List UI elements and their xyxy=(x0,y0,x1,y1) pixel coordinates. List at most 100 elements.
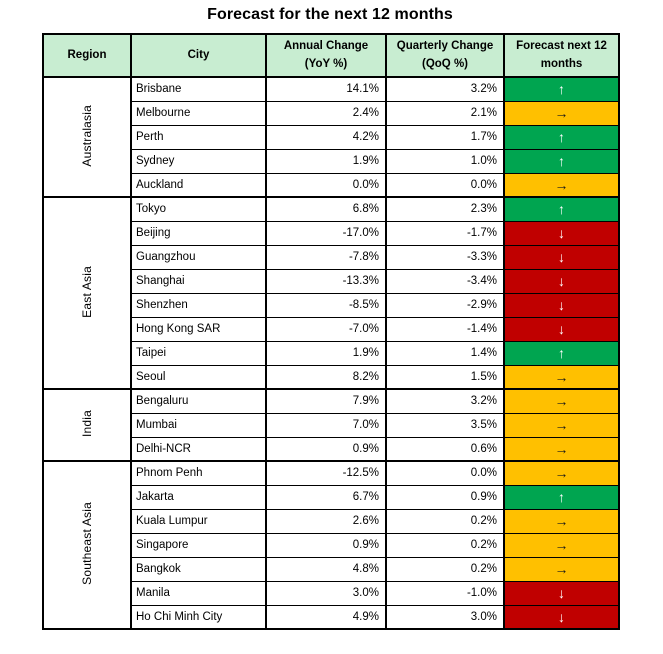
qoq-value-cell: 0.2% xyxy=(385,508,505,534)
qoq-value-cell: 0.2% xyxy=(385,532,505,558)
yoy-value-cell: 3.0% xyxy=(265,580,387,606)
city-cell: Ho Chi Minh City xyxy=(130,604,267,630)
annual-change-line2: (YoY %) xyxy=(304,57,348,70)
yoy-value-cell: 2.6% xyxy=(265,508,387,534)
table-row: Australasia Brisbane 14.1% 3.2% ↑ xyxy=(42,76,620,198)
steady-arrow-icon: → xyxy=(554,513,569,529)
qoq-value-cell: -2.9% xyxy=(385,292,505,318)
up-arrow-icon: ↑ xyxy=(558,201,565,218)
city-cell: Tokyo xyxy=(130,196,267,222)
col-header-city: City xyxy=(130,33,267,78)
table-row: Auckland 0.0% 0.0% → xyxy=(43,172,620,198)
forecast-cell: → xyxy=(503,412,620,438)
qoq-value-cell: -1.7% xyxy=(385,220,505,246)
forecast-cell: ↓ xyxy=(503,316,620,342)
region-cell: East Asia xyxy=(42,196,132,390)
forecast-cell: ↓ xyxy=(503,580,620,606)
table-row: Melbourne 2.4% 2.1% → xyxy=(43,100,620,126)
forecast-cell: ↓ xyxy=(503,292,620,318)
down-arrow-icon: ↓ xyxy=(558,297,565,313)
yoy-value-cell: -12.5% xyxy=(265,460,387,486)
steady-arrow-icon: → xyxy=(554,105,569,121)
down-arrow-icon: ↓ xyxy=(558,321,565,337)
yoy-value-cell: 7.0% xyxy=(265,412,387,438)
forecast-header-line2: months xyxy=(540,57,583,70)
region-cell: India xyxy=(42,388,132,462)
city-cell: Bangkok xyxy=(130,556,267,582)
yoy-value-cell: 0.9% xyxy=(265,436,387,462)
qoq-value-cell: 3.2% xyxy=(385,76,505,102)
col-header-region-label: Region xyxy=(67,48,107,61)
city-cell: Kuala Lumpur xyxy=(130,508,267,534)
col-header-forecast: Forecast next 12 months xyxy=(503,33,620,78)
city-cell: Manila xyxy=(130,580,267,606)
city-cell: Taipei xyxy=(130,340,267,366)
city-cell: Melbourne xyxy=(130,100,267,126)
col-header-quarterly-change: Quarterly Change (QoQ %) xyxy=(385,33,505,78)
yoy-value-cell: 0.0% xyxy=(265,172,387,198)
forecast-cell: → xyxy=(503,532,620,558)
table-row: Mumbai 7.0% 3.5% → xyxy=(43,412,620,438)
yoy-value-cell: 7.9% xyxy=(265,388,387,414)
table-row: Manila 3.0% -1.0% ↓ xyxy=(43,580,620,606)
steady-arrow-icon: → xyxy=(554,440,569,457)
table-row: Delhi-NCR 0.9% 0.6% → xyxy=(43,436,620,462)
forecast-cell: ↑ xyxy=(503,196,620,222)
up-arrow-icon: ↑ xyxy=(558,489,565,505)
forecast-cell: → xyxy=(503,436,620,462)
down-arrow-icon: ↓ xyxy=(558,249,565,265)
yoy-value-cell: 4.9% xyxy=(265,604,387,630)
city-cell: Shenzhen xyxy=(130,292,267,318)
yoy-value-cell: 1.9% xyxy=(265,148,387,174)
city-cell: Delhi-NCR xyxy=(130,436,267,462)
steady-arrow-icon: → xyxy=(554,561,569,577)
yoy-value-cell: 4.8% xyxy=(265,556,387,582)
city-cell: Beijing xyxy=(130,220,267,246)
city-cell: Sydney xyxy=(130,148,267,174)
steady-arrow-icon: → xyxy=(554,465,569,482)
qoq-value-cell: 0.6% xyxy=(385,436,505,462)
qoq-value-cell: -3.3% xyxy=(385,244,505,270)
qoq-value-cell: 1.4% xyxy=(385,340,505,366)
qoq-value-cell: -1.4% xyxy=(385,316,505,342)
city-cell: Guangzhou xyxy=(130,244,267,270)
forecast-cell: ↑ xyxy=(503,484,620,510)
forecast-cell: ↓ xyxy=(503,604,620,630)
forecast-table: Region City Annual Change (YoY %) Quarte… xyxy=(42,33,620,630)
region-label: Southeast Asia xyxy=(80,502,94,585)
yoy-value-cell: 8.2% xyxy=(265,364,387,390)
yoy-value-cell: 4.2% xyxy=(265,124,387,150)
qoq-value-cell: 0.0% xyxy=(385,460,505,486)
up-arrow-icon: ↑ xyxy=(558,129,565,145)
yoy-value-cell: 1.9% xyxy=(265,340,387,366)
city-cell: Bengaluru xyxy=(130,388,267,414)
city-cell: Hong Kong SAR xyxy=(130,316,267,342)
down-arrow-icon: ↓ xyxy=(558,585,565,601)
table-row: Shanghai -13.3% -3.4% ↓ xyxy=(43,268,620,294)
city-cell: Jakarta xyxy=(130,484,267,510)
city-cell: Auckland xyxy=(130,172,267,198)
steady-arrow-icon: → xyxy=(554,368,569,385)
forecast-header-line1: Forecast next 12 xyxy=(516,40,607,53)
qoq-value-cell: 2.1% xyxy=(385,100,505,126)
steady-arrow-icon: → xyxy=(554,537,569,553)
region-label: India xyxy=(80,409,94,438)
qoq-value-cell: -3.4% xyxy=(385,268,505,294)
forecast-cell: ↓ xyxy=(503,268,620,294)
up-arrow-icon: ↑ xyxy=(558,81,565,98)
region-cell: Australasia xyxy=(42,76,132,198)
qoq-value-cell: 1.0% xyxy=(385,148,505,174)
yoy-value-cell: 6.7% xyxy=(265,484,387,510)
forecast-cell: → xyxy=(503,172,620,198)
forecast-cell: → xyxy=(503,508,620,534)
qoq-value-cell: 0.2% xyxy=(385,556,505,582)
city-cell: Perth xyxy=(130,124,267,150)
forecast-cell: → xyxy=(503,100,620,126)
table-row: Shenzhen -8.5% -2.9% ↓ xyxy=(43,292,620,318)
yoy-value-cell: -17.0% xyxy=(265,220,387,246)
table-row: Ho Chi Minh City 4.9% 3.0% ↓ xyxy=(43,604,620,630)
region-label: East Asia xyxy=(80,265,94,318)
col-header-annual-change: Annual Change (YoY %) xyxy=(265,33,387,78)
region-cell: Southeast Asia xyxy=(42,460,132,630)
